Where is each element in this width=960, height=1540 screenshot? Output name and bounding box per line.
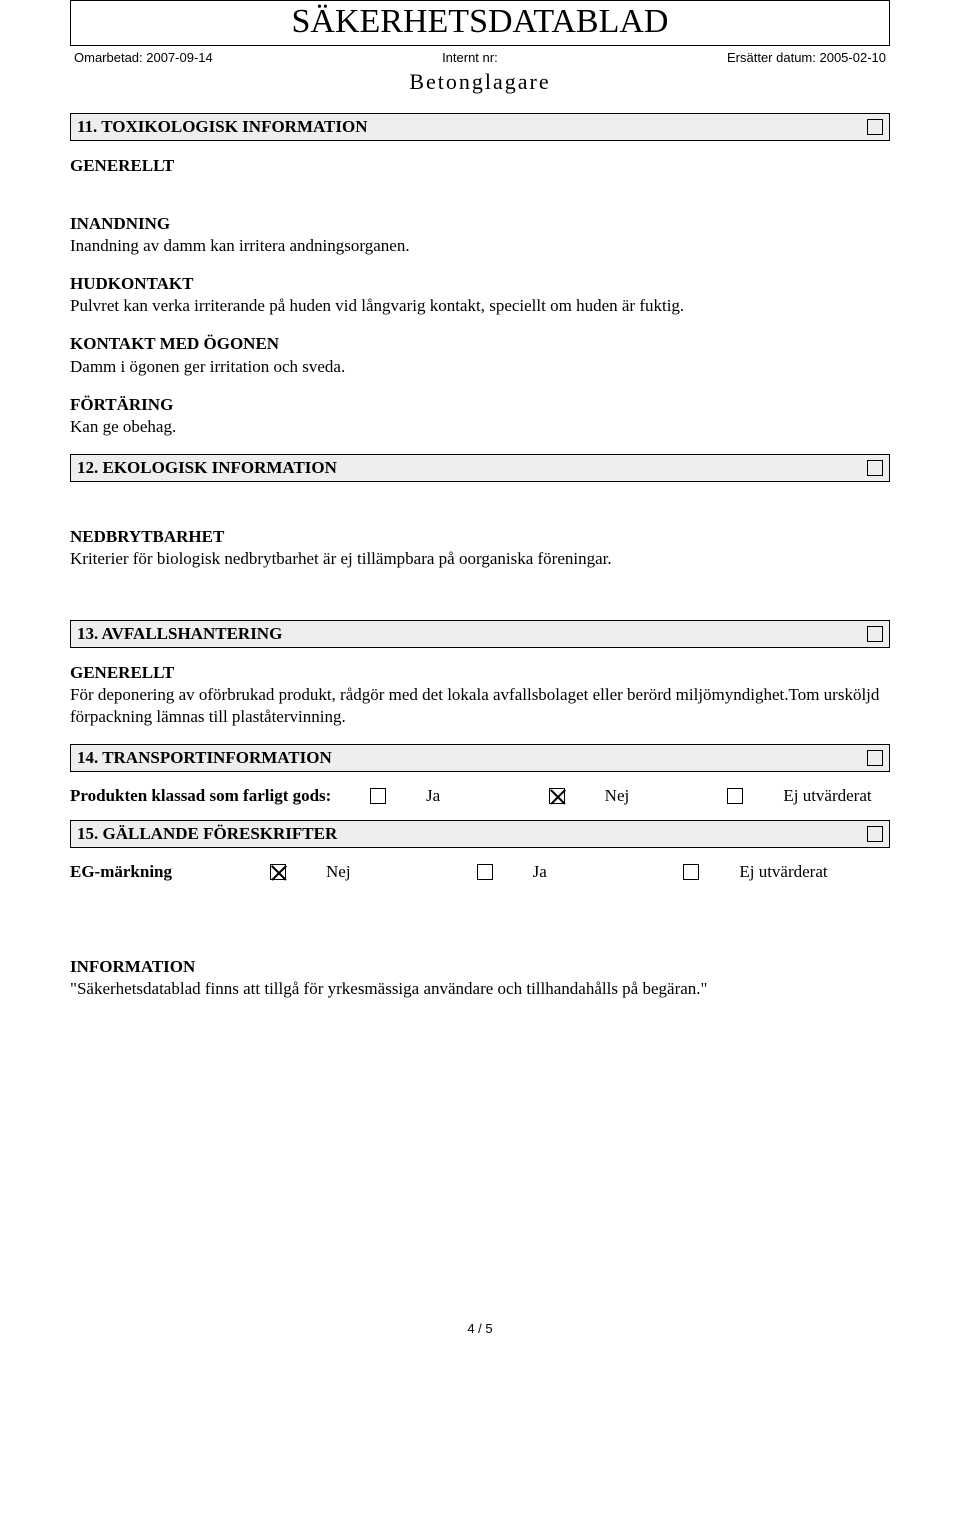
generellt-13-block: GENERELLT För deponering av oförbrukad p…	[70, 662, 890, 728]
ogon-block: KONTAKT MED ÖGONEN Damm i ögonen ger irr…	[70, 333, 890, 377]
opt-ja-14: Ja	[370, 786, 533, 806]
subtitle: Betonglagare	[70, 69, 890, 95]
checkbox-ja-15	[477, 864, 493, 880]
section-15-title: 15. GÄLLANDE FÖRESKRIFTER	[77, 824, 337, 844]
nedbrytbarhet-block: NEDBRYTBARHET Kriterier för biologisk ne…	[70, 526, 890, 570]
generellt-11: GENERELLT	[70, 155, 890, 177]
hudkontakt-block: HUDKONTAKT Pulvret kan verka irriterande…	[70, 273, 890, 317]
section-14-bar: 14. TRANSPORTINFORMATION	[70, 744, 890, 772]
internal-number: Internt nr:	[442, 50, 498, 65]
section-15-checkbox	[867, 826, 883, 842]
inandning-block: INANDNING Inandning av damm kan irritera…	[70, 213, 890, 257]
dangerous-goods-row: Produkten klassad som farligt gods: Ja N…	[70, 786, 890, 806]
information-block: INFORMATION "Säkerhetsdatablad finns att…	[70, 956, 890, 1000]
section-12-bar: 12. EKOLOGISK INFORMATION	[70, 454, 890, 482]
opt-nej-14: Nej	[549, 786, 712, 806]
checkbox-ja-14	[370, 788, 386, 804]
fortaring-block: FÖRTÄRING Kan ge obehag.	[70, 394, 890, 438]
page-number: 4 / 5	[70, 1321, 890, 1336]
section-11-checkbox	[867, 119, 883, 135]
section-15-bar: 15. GÄLLANDE FÖRESKRIFTER	[70, 820, 890, 848]
opt-ja-15: Ja	[477, 862, 684, 882]
section-11-title: 11. TOXIKOLOGISK INFORMATION	[77, 117, 367, 137]
section-12-title: 12. EKOLOGISK INFORMATION	[77, 458, 337, 478]
opt-ej-14: Ej utvärderat	[727, 786, 890, 806]
section-14-title: 14. TRANSPORTINFORMATION	[77, 748, 332, 768]
revised-date: Omarbetad: 2007-09-14	[74, 50, 213, 65]
checkbox-nej-15	[270, 864, 286, 880]
document-title: SÄKERHETSDATABLAD	[71, 3, 889, 41]
opt-nej-15: Nej	[270, 862, 477, 882]
opt-ej-15: Ej utvärderat	[683, 862, 890, 882]
section-12-checkbox	[867, 460, 883, 476]
eg-markning-row: EG-märkning Nej Ja Ej utvärderat	[70, 862, 890, 882]
section-13-bar: 13. AVFALLSHANTERING	[70, 620, 890, 648]
meta-row: Omarbetad: 2007-09-14 Internt nr: Ersätt…	[70, 50, 890, 65]
title-box: SÄKERHETSDATABLAD	[70, 0, 890, 46]
section-14-checkbox	[867, 750, 883, 766]
section-11-bar: 11. TOXIKOLOGISK INFORMATION	[70, 113, 890, 141]
section-13-title: 13. AVFALLSHANTERING	[77, 624, 282, 644]
checkbox-ej-14	[727, 788, 743, 804]
replaces-date: Ersätter datum: 2005-02-10	[727, 50, 886, 65]
checkbox-ej-15	[683, 864, 699, 880]
page-container: SÄKERHETSDATABLAD Omarbetad: 2007-09-14 …	[0, 0, 960, 1376]
checkbox-nej-14	[549, 788, 565, 804]
section-13-checkbox	[867, 626, 883, 642]
